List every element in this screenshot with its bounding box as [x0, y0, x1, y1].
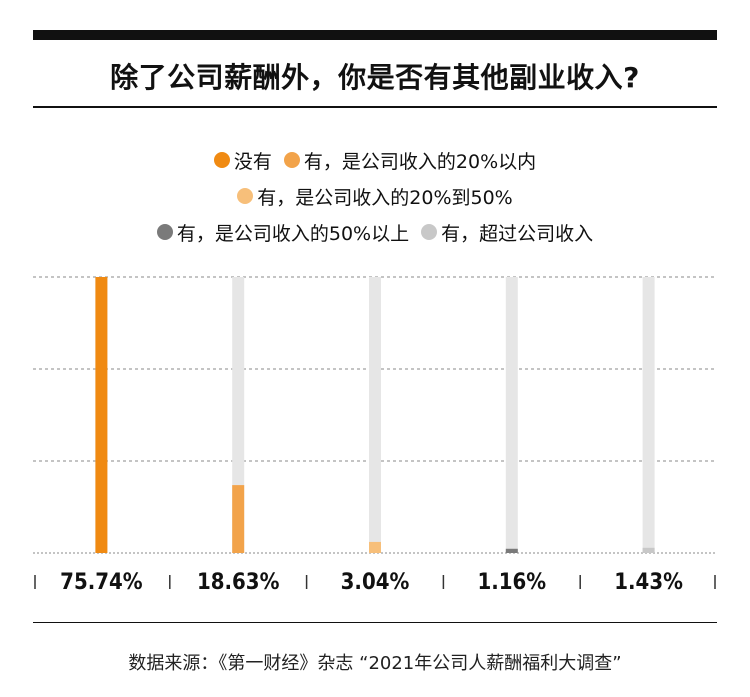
source-note: 数据来源：《第一财经》杂志 “2021年公司人薪酬福利大调查”	[33, 649, 717, 675]
bar-track	[506, 277, 518, 553]
source-divider	[33, 622, 717, 623]
bar	[369, 542, 381, 553]
value-label: 3.04%	[341, 570, 410, 595]
bar-track	[643, 277, 655, 553]
value-label: 18.63%	[197, 570, 280, 595]
bar	[643, 548, 655, 553]
bar-track	[369, 277, 381, 553]
value-label: 1.43%	[614, 570, 683, 595]
value-label: 1.16%	[477, 570, 546, 595]
bar	[232, 485, 244, 553]
value-label: 75.74%	[60, 570, 143, 595]
bar	[95, 277, 107, 553]
bar	[506, 549, 518, 553]
bar-chart: 75.74% 18.63% 3.04% 1.16% 1.43%	[0, 0, 750, 620]
